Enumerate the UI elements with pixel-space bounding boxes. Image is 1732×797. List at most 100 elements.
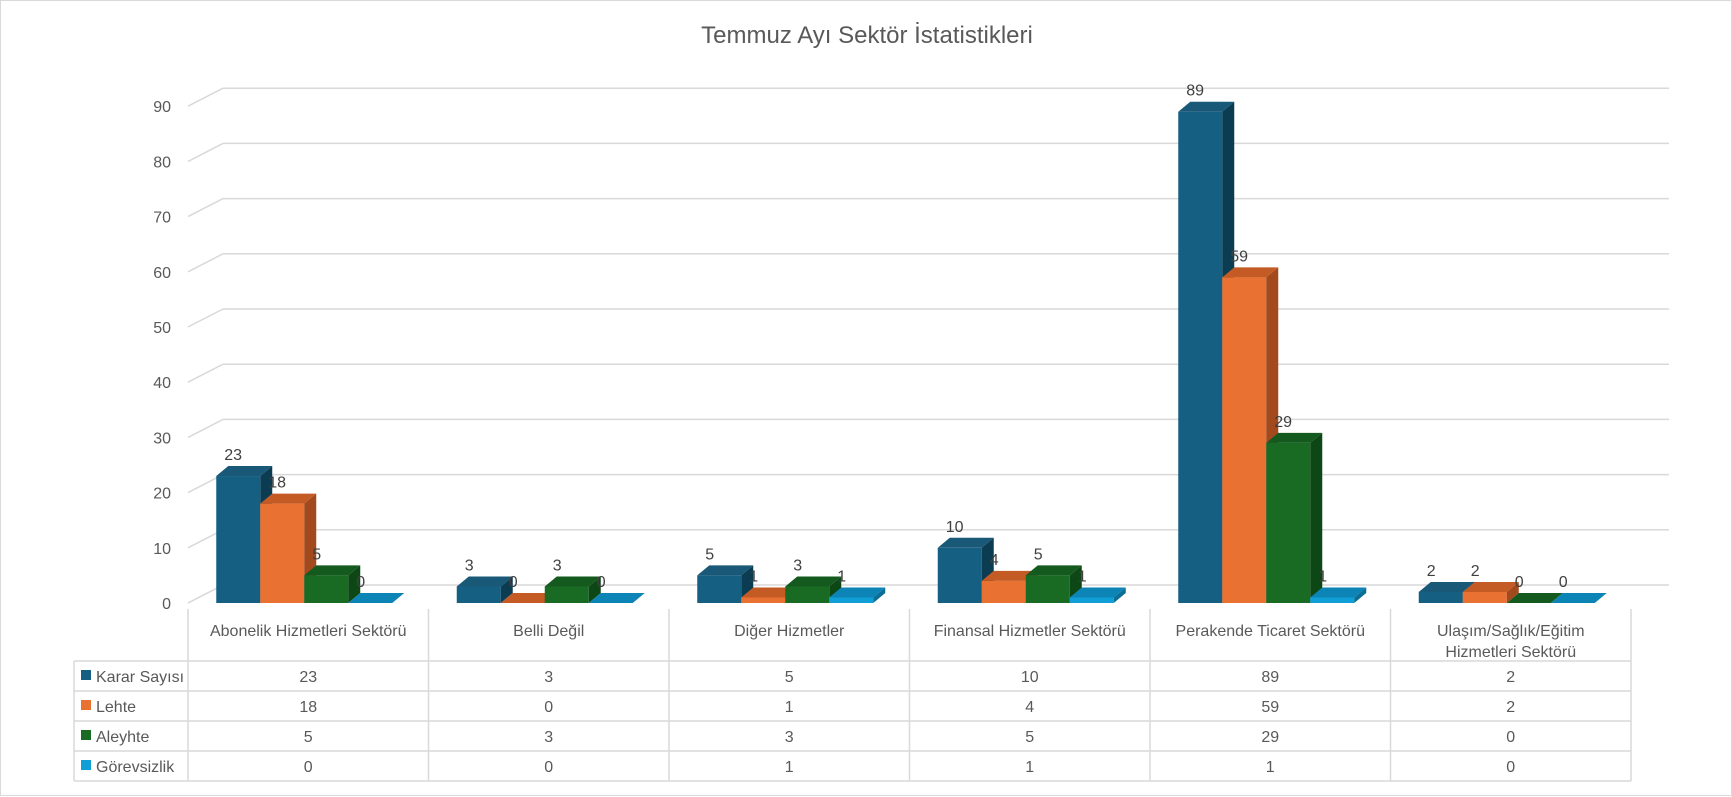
table-cell: 2 xyxy=(1506,669,1515,686)
category-label: Belli Değil xyxy=(513,623,584,640)
bar-top xyxy=(304,565,361,576)
table-cell: 5 xyxy=(785,669,794,686)
data-label: 0 xyxy=(356,574,365,591)
table-cell: 18 xyxy=(299,699,317,716)
bar-top xyxy=(697,565,754,576)
table-cell: 10 xyxy=(1021,669,1039,686)
table-cell: 2 xyxy=(1506,699,1515,716)
gridline-diagonal xyxy=(187,197,224,218)
gridline-diagonal xyxy=(187,253,224,273)
bar-side xyxy=(1354,587,1367,603)
bar-top xyxy=(260,493,317,504)
bar-top xyxy=(544,576,601,587)
gridline-diagonal xyxy=(187,308,224,328)
y-tick-label: 80 xyxy=(153,154,171,171)
bar xyxy=(456,576,513,603)
legend-swatch xyxy=(81,670,91,680)
bar-front xyxy=(1462,591,1507,603)
table-cell: 5 xyxy=(304,729,313,746)
category-label: Diğer Hizmetler xyxy=(734,623,845,640)
legend-entry: Aleyhte xyxy=(96,729,149,746)
bar-front xyxy=(304,575,349,603)
table-cell: 1 xyxy=(1025,759,1034,776)
y-tick-label: 40 xyxy=(153,375,171,392)
data-label: 0 xyxy=(1515,574,1524,591)
data-label: 5 xyxy=(1034,546,1043,563)
bar-side xyxy=(1310,432,1323,603)
legend-entry: Görevsizlik xyxy=(96,759,175,776)
data-label: 1 xyxy=(1318,568,1327,585)
bar-top xyxy=(981,570,1038,581)
gridline-diagonal xyxy=(187,363,224,383)
bar-side xyxy=(1506,581,1519,603)
bar xyxy=(1266,432,1323,603)
y-axis-ticks: 0 10 20 30 40 50 60 70 80 90 xyxy=(153,99,171,613)
data-labels: 23 18 5 0 3 0 3 0 5 1 3 1 10 4 5 1 89 59 29 1 2 2 0 0 xyxy=(224,83,1568,591)
bar-top xyxy=(1550,593,1607,603)
chart-title: Temmuz Ayı Sektör İstatistikleri xyxy=(701,22,1033,49)
table-cell: 0 xyxy=(1506,759,1515,776)
gridline-diagonal xyxy=(187,87,224,107)
data-label: 1 xyxy=(749,568,758,585)
bar-top xyxy=(216,466,273,477)
data-label: 5 xyxy=(312,546,321,563)
bar-front xyxy=(937,547,982,603)
bar-front xyxy=(981,580,1026,603)
bar-top xyxy=(1069,587,1126,598)
bar-top xyxy=(741,587,798,598)
data-label: 4 xyxy=(990,552,999,569)
bar-front xyxy=(260,503,305,603)
bar-side xyxy=(588,576,601,603)
data-label: 3 xyxy=(465,557,474,574)
bar-top xyxy=(1310,587,1367,598)
data-label: 29 xyxy=(1274,414,1292,431)
bar-top xyxy=(348,593,405,603)
y-tick-label: 70 xyxy=(153,210,171,227)
data-label: 59 xyxy=(1230,248,1248,265)
table-cell: 89 xyxy=(1261,669,1279,686)
bar-front xyxy=(785,586,830,603)
table-cell: 3 xyxy=(544,669,553,686)
gridline-diagonal xyxy=(187,142,224,163)
data-label: 23 xyxy=(224,447,242,464)
bar xyxy=(1506,593,1563,603)
y-tick-label: 0 xyxy=(162,596,171,613)
bar-side xyxy=(348,565,361,603)
bar xyxy=(829,587,886,603)
y-tick-label: 60 xyxy=(153,265,171,282)
bar-top xyxy=(500,593,557,603)
category-label: Hizmetleri Sektörü xyxy=(1445,644,1576,661)
bar-front xyxy=(544,586,589,603)
bar-front xyxy=(741,597,786,603)
bar-top xyxy=(937,537,994,548)
table-cell: 5 xyxy=(1025,729,1034,746)
data-table: Abonelik Hizmetleri Sektörü Belli Değil Di… xyxy=(73,609,1632,782)
bars xyxy=(216,101,1607,603)
y-tick-label: 20 xyxy=(153,486,171,503)
category-label: Finansal Hizmetler Sektörü xyxy=(934,623,1126,640)
bar-top xyxy=(1178,101,1235,112)
category-label: Abonelik Hizmetleri Sektörü xyxy=(210,623,407,640)
data-label: 10 xyxy=(946,519,964,536)
data-label: 1 xyxy=(837,568,846,585)
legend-swatch xyxy=(81,760,91,770)
bar xyxy=(500,593,557,603)
bar-top xyxy=(456,576,513,587)
legend-entry: Lehte xyxy=(96,699,136,716)
table-cell: 0 xyxy=(544,699,553,716)
data-label: 18 xyxy=(268,475,286,492)
bar xyxy=(304,565,361,603)
data-label: 1 xyxy=(1078,568,1087,585)
bar xyxy=(348,593,405,603)
bar xyxy=(1069,587,1126,603)
table-cell: 23 xyxy=(299,669,317,686)
bar-top xyxy=(1506,593,1563,603)
gridline-diagonal xyxy=(187,418,224,439)
bar-front xyxy=(216,476,261,603)
bar-top xyxy=(1266,432,1323,443)
table-cell: 3 xyxy=(785,729,794,746)
legend-swatch xyxy=(81,700,91,710)
table-cell: 1 xyxy=(1266,759,1275,776)
